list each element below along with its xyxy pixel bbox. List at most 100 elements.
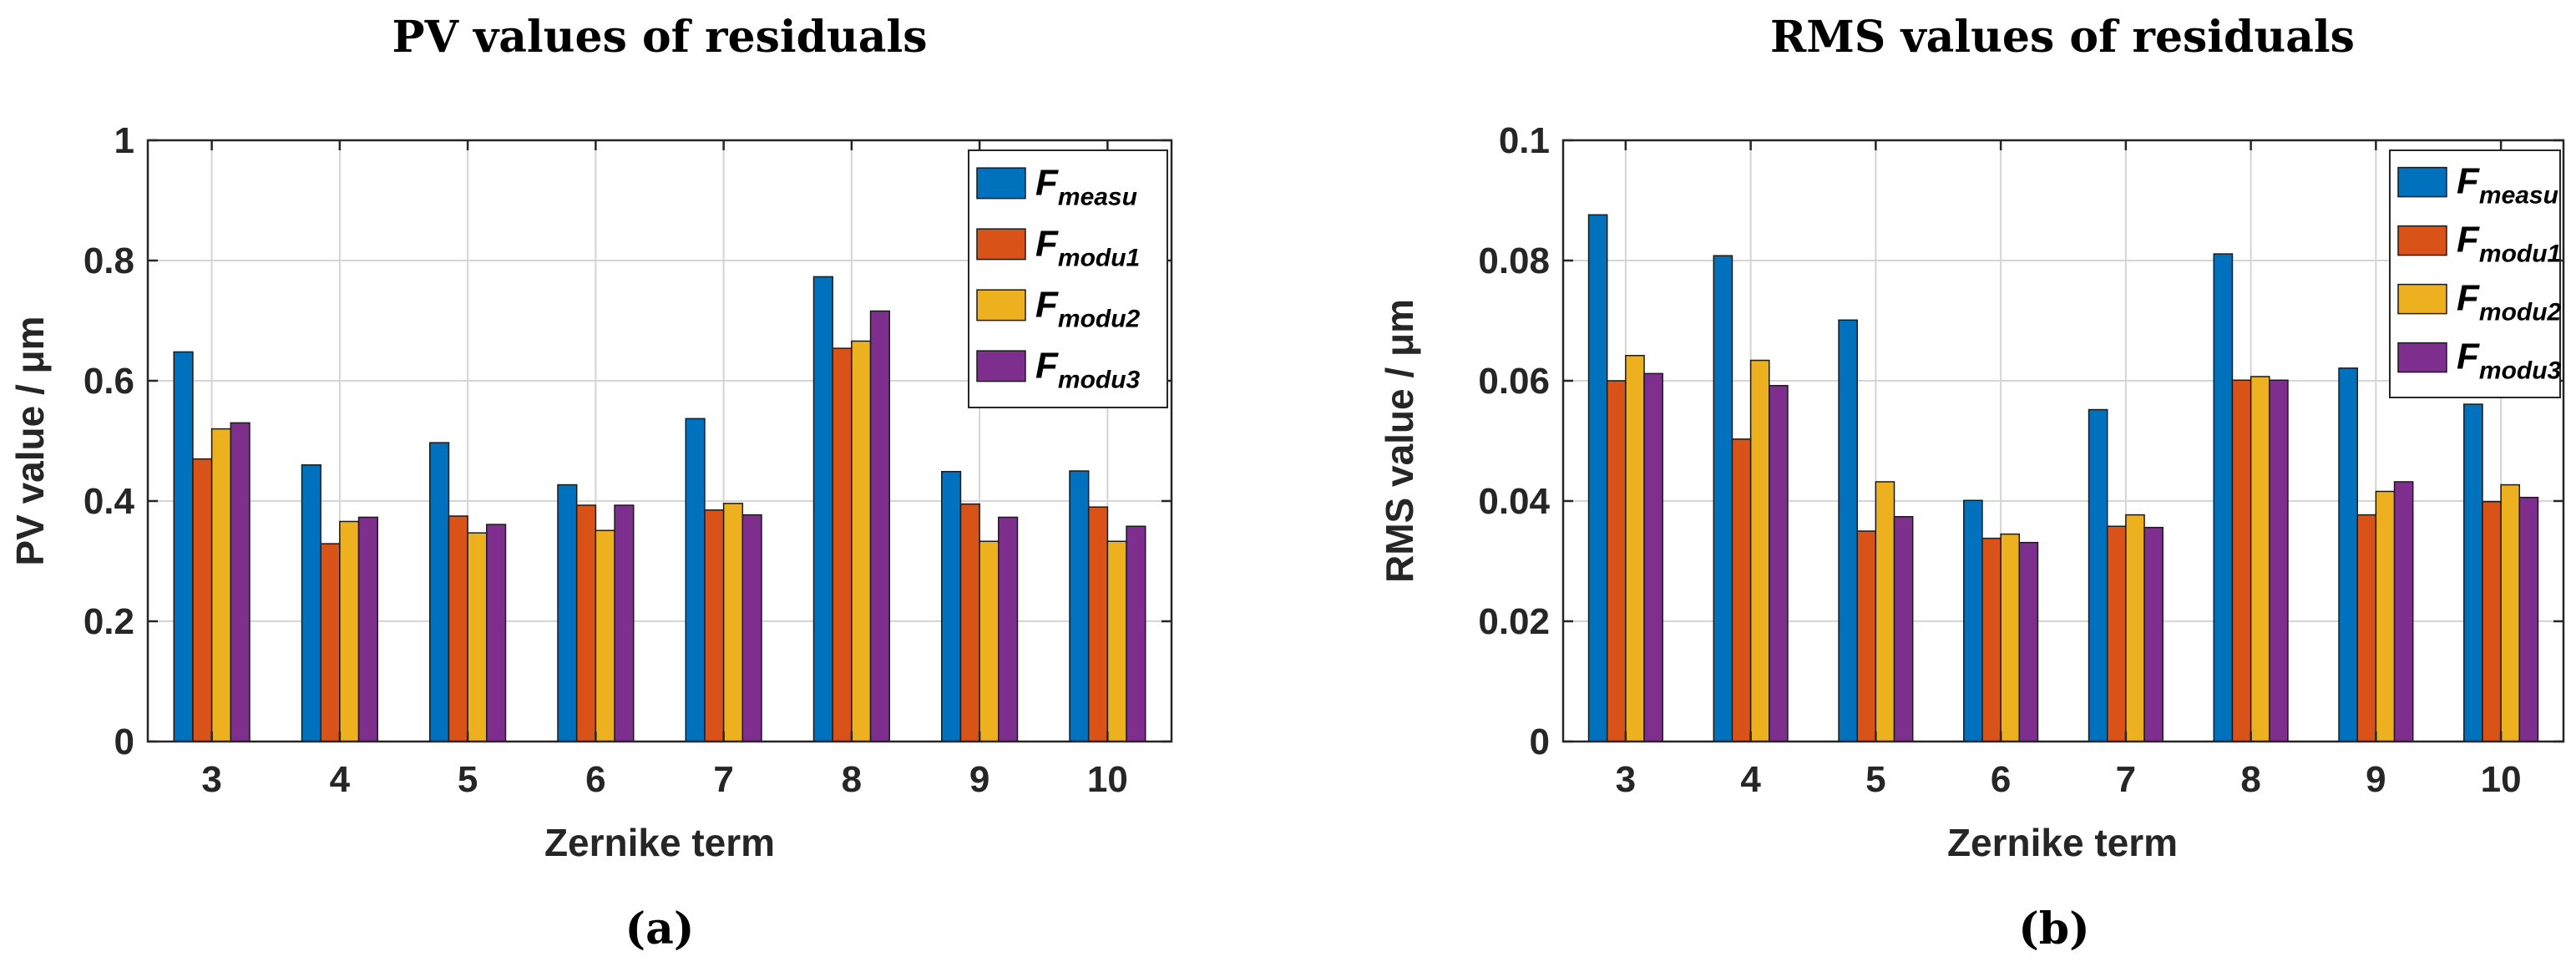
- bar-modu1-term-7: [704, 509, 725, 742]
- x-tick-label: 4: [1740, 759, 1761, 800]
- legend-subscript: modu1: [2479, 240, 2561, 267]
- x-tick-label: 3: [1616, 759, 1636, 800]
- bar-modu3-term-4: [357, 516, 378, 742]
- bar-measu-term-3: [1587, 214, 1608, 742]
- bar-modu1-term-6: [575, 504, 597, 742]
- bar-measu-term-7: [685, 418, 706, 742]
- y-tick-label: 0.8: [84, 240, 134, 281]
- axes-frame: [146, 139, 1173, 743]
- bar-measu-term-3: [173, 351, 194, 742]
- y-axis-label: PV value / μm: [8, 316, 52, 565]
- y-axis-label: RMS value / μm: [1378, 299, 1421, 583]
- x-tick-label: 7: [713, 759, 733, 800]
- chart-panel-a: PV values of residuals 0 0.2 0.4 0.6 0.8 1 3 4 5 6…: [8, 12, 1173, 954]
- x-tick-label: 6: [1991, 759, 2011, 800]
- y-tick-label: 0.6: [84, 361, 134, 402]
- bar-modu3-term-6: [2018, 541, 2039, 742]
- bar-modu1-term-8: [832, 347, 853, 742]
- legend-subscript: measu: [1058, 183, 1137, 210]
- legend-subscript: modu1: [1058, 244, 1140, 271]
- bar-modu1-term-9: [959, 503, 980, 742]
- x-tick-label: 5: [1865, 759, 1885, 800]
- bar-modu2-term-5: [1875, 481, 1895, 742]
- y-tick-label: 0: [1530, 721, 1550, 762]
- y-tick-label: 0.1: [1499, 120, 1550, 161]
- bar-modu2-term-10: [1106, 540, 1127, 742]
- bar-modu2-term-7: [2125, 514, 2145, 742]
- bar-measu-term-10: [2463, 403, 2483, 742]
- panel-caption: (b): [2018, 904, 2090, 954]
- y-tick-label: 0.2: [84, 601, 134, 642]
- legend-subscript: modu2: [2479, 298, 2562, 326]
- bar-measu-term-5: [1838, 319, 1858, 742]
- bar-modu2-term-3: [210, 428, 232, 742]
- bar-modu2-term-4: [339, 520, 360, 742]
- bar-modu2-term-4: [1749, 359, 1770, 742]
- x-tick-label: 9: [2366, 759, 2386, 800]
- bar-modu3-term-10: [1126, 525, 1146, 742]
- bar-modu2-term-5: [467, 532, 488, 742]
- x-tick-label: 8: [842, 759, 862, 800]
- bar-modu3-term-7: [2143, 526, 2164, 742]
- x-axis-label: Zernike term: [1947, 821, 2178, 864]
- legend-swatch-measu: [976, 167, 1026, 200]
- chart-title: RMS values of residuals: [1770, 12, 2355, 63]
- bar-modu3-term-8: [2269, 379, 2289, 742]
- legend-label-modu1: Fmodu1: [1035, 223, 1140, 271]
- bar-modu1-term-6: [1981, 537, 2002, 742]
- legend-symbol: F: [1035, 223, 1059, 264]
- bar-modu3-term-3: [230, 422, 251, 742]
- legend-label-modu3: Fmodu3: [2457, 336, 2562, 384]
- bar-measu-term-9: [2338, 367, 2358, 742]
- legend-subscript: modu3: [2479, 357, 2562, 384]
- x-tick-label: 6: [585, 759, 605, 800]
- bar-modu2-term-10: [2500, 483, 2521, 742]
- bar-measu-term-9: [941, 470, 962, 742]
- bar-modu1-term-3: [192, 458, 213, 742]
- legend-subscript: modu3: [1058, 366, 1141, 393]
- bar-modu3-term-9: [2393, 481, 2414, 742]
- legend-symbol: F: [2457, 336, 2480, 377]
- x-tick-label: 3: [201, 759, 221, 800]
- legend-label-modu3: Fmodu3: [1035, 345, 1141, 393]
- legend-symbol: F: [2457, 160, 2480, 201]
- legend-subscript: measu: [2479, 181, 2558, 209]
- bar-measu-term-6: [557, 483, 578, 742]
- bar-modu1-term-10: [2482, 500, 2502, 742]
- legend-label-measu: Fmeasu: [1035, 162, 1137, 210]
- bar-modu2-term-6: [2000, 533, 2021, 742]
- bar-modu1-term-3: [1606, 380, 1627, 742]
- bar-modu3-term-9: [998, 516, 1019, 742]
- legend-label-modu2: Fmodu2: [1035, 284, 1141, 332]
- bar-measu-term-10: [1069, 470, 1090, 742]
- legend-subscript: modu2: [1058, 305, 1141, 332]
- bar-modu3-term-7: [741, 514, 762, 742]
- y-tick-label: 0.06: [1478, 361, 1550, 402]
- x-tick-label: 10: [1087, 759, 1128, 800]
- x-tick-label: 10: [2481, 759, 2522, 800]
- bar-modu3-term-5: [486, 524, 507, 742]
- bar-modu1-term-5: [1856, 530, 1877, 742]
- y-tick-label: 0: [114, 721, 134, 762]
- bar-modu1-term-4: [320, 543, 341, 742]
- bar-modu3-term-8: [869, 310, 890, 742]
- bar-modu3-term-4: [1769, 385, 1789, 742]
- chart-title: PV values of residuals: [392, 12, 927, 63]
- legend-swatch-modu2: [976, 289, 1026, 321]
- legend-symbol: F: [1035, 345, 1059, 386]
- axes-frame: [1561, 139, 2565, 743]
- bar-modu2-term-9: [979, 540, 1000, 742]
- bar-modu1-term-9: [2356, 514, 2377, 742]
- x-tick-label: 5: [458, 759, 478, 800]
- legend-swatch-measu: [2397, 166, 2447, 198]
- bar-modu1-term-7: [2106, 525, 2127, 742]
- bar-modu2-term-7: [722, 503, 744, 742]
- legend-label-modu2: Fmodu2: [2457, 277, 2562, 326]
- bar-modu2-term-6: [595, 529, 615, 742]
- bar-modu2-term-8: [2250, 376, 2270, 742]
- x-tick-label: 8: [2240, 759, 2260, 800]
- legend-symbol: F: [2457, 277, 2480, 318]
- x-tick-label: 7: [2116, 759, 2136, 800]
- x-tick-label: 9: [969, 759, 989, 800]
